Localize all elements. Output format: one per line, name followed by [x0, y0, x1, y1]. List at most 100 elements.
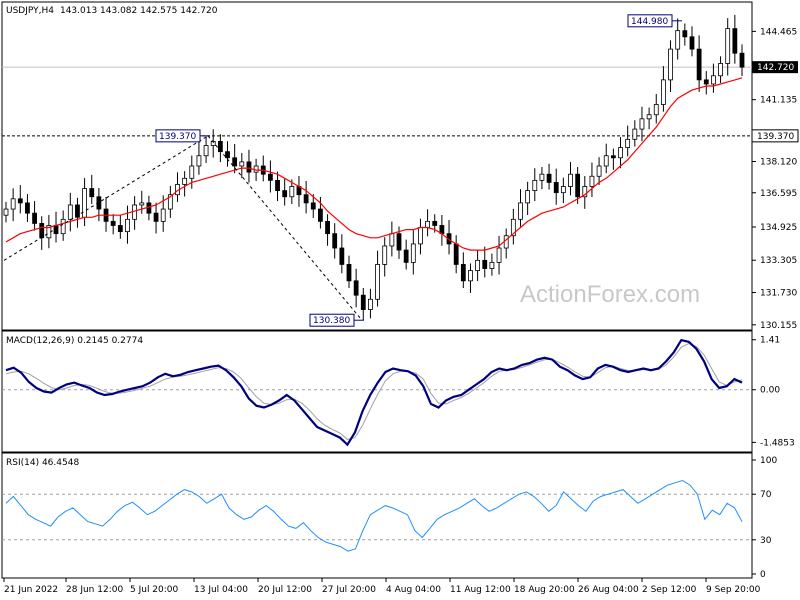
candle-body — [660, 79, 666, 105]
candle-body — [89, 188, 95, 198]
candle-body — [139, 202, 145, 206]
xtick-label: 11 Aug 12:00 — [450, 585, 511, 595]
xtick-label: 9 Sep 20:00 — [706, 585, 761, 595]
candle-body — [267, 173, 273, 181]
candle-body — [489, 261, 495, 269]
candle-body — [239, 161, 245, 167]
macd-ytick-label: -1.4853 — [760, 438, 795, 448]
candle-body — [653, 104, 659, 116]
price-annotation-label: 139.370 — [159, 132, 196, 142]
candle-body — [610, 155, 616, 159]
candle-body — [460, 264, 466, 282]
candle-body — [432, 220, 438, 226]
candle-body — [246, 161, 252, 173]
candle-body — [132, 204, 138, 220]
candle-body — [25, 202, 30, 214]
candle-body — [232, 157, 238, 167]
price-ytick-label: 141.135 — [760, 96, 797, 106]
current-price-box — [752, 61, 798, 74]
candle-body — [475, 259, 481, 271]
candle-body — [217, 140, 223, 153]
rsi-title: RSI(14) 46.4548 — [6, 458, 79, 468]
macd-title: MACD(12,26,9) 0.2145 0.2774 — [6, 336, 143, 346]
candle-body — [696, 48, 702, 81]
candle-body — [496, 247, 502, 263]
candle-body — [575, 173, 581, 198]
candle-body — [189, 165, 195, 179]
candle-body — [360, 294, 366, 310]
candle-body — [739, 52, 745, 68]
candle-body — [182, 177, 188, 185]
candle-body — [532, 179, 538, 192]
candle-body — [196, 155, 202, 167]
candle-body — [568, 173, 573, 187]
candle-body — [225, 151, 230, 159]
candle-body — [339, 247, 345, 265]
candle-body — [3, 208, 9, 216]
candle-body — [53, 225, 59, 235]
candle-body — [603, 155, 609, 167]
candle-body — [167, 194, 173, 210]
candle-body — [525, 190, 531, 204]
candle-body — [153, 212, 159, 222]
candle-body — [403, 249, 409, 263]
rsi-layer: 100 70 30 0 — [2, 456, 777, 580]
candle-body — [482, 259, 488, 269]
candle-body — [375, 264, 380, 300]
candle-body — [125, 218, 130, 233]
macd-ytick-label: 1.41 — [760, 336, 780, 346]
candle-body — [17, 198, 23, 204]
candle-body — [325, 220, 330, 235]
rsi-ytick-label: 70 — [760, 490, 772, 500]
candle-body — [668, 48, 673, 81]
candle-body — [418, 227, 423, 245]
macd-line — [5, 338, 743, 447]
candle-body — [318, 208, 323, 222]
candle-body — [553, 182, 559, 194]
current-price-label: 142.720 — [757, 63, 794, 73]
price-annotation-label: 144.980 — [631, 17, 668, 27]
candle-body — [618, 147, 623, 159]
candle-body — [146, 202, 152, 214]
candle-body — [596, 165, 602, 177]
candle-body — [646, 114, 652, 120]
candle-body — [275, 179, 280, 192]
price-annotation-label: 130.380 — [313, 316, 350, 326]
candle-body — [289, 186, 295, 198]
candle-body — [253, 165, 259, 173]
price-layer: 144.465 141.135 139.370 138.120 136.595 134.9… — [2, 14, 799, 331]
price-ytick-label: 131.730 — [760, 289, 797, 299]
candle-body — [725, 28, 731, 64]
candle-body — [468, 270, 473, 282]
candle-body — [546, 173, 552, 183]
candle-body — [396, 233, 402, 251]
candle-body — [453, 243, 459, 265]
candle-body — [303, 194, 309, 204]
candle-body — [32, 212, 37, 224]
macd-layer: 1.41 0.00 -1.4853 — [2, 336, 795, 448]
candle-body — [389, 233, 395, 247]
xtick-label: 26 Aug 04:00 — [578, 585, 639, 595]
candle-body — [332, 233, 338, 249]
level-price-box — [751, 129, 799, 143]
candle-body — [282, 190, 288, 198]
candle-body — [382, 245, 388, 265]
candle-body — [75, 204, 80, 218]
xtick-label: 4 Aug 04:00 — [386, 585, 441, 595]
candle-body — [582, 186, 588, 198]
price-title: USDJPY,H4 143.013 143.082 142.575 142.720 — [6, 6, 218, 16]
xtick-label: 13 Jul 04:00 — [194, 585, 248, 595]
candle-body — [732, 28, 738, 54]
trendline-down — [207, 135, 363, 321]
candle-body — [60, 218, 66, 235]
price-ytick-label: 138.120 — [760, 157, 797, 167]
macd-signal-line — [5, 343, 743, 440]
candle-body — [689, 36, 695, 50]
candle-body — [503, 235, 509, 249]
candle-body — [10, 198, 16, 210]
candle-body — [703, 79, 709, 85]
candle-body — [675, 30, 681, 50]
candle-body — [110, 220, 116, 226]
trendline-up — [3, 135, 209, 261]
